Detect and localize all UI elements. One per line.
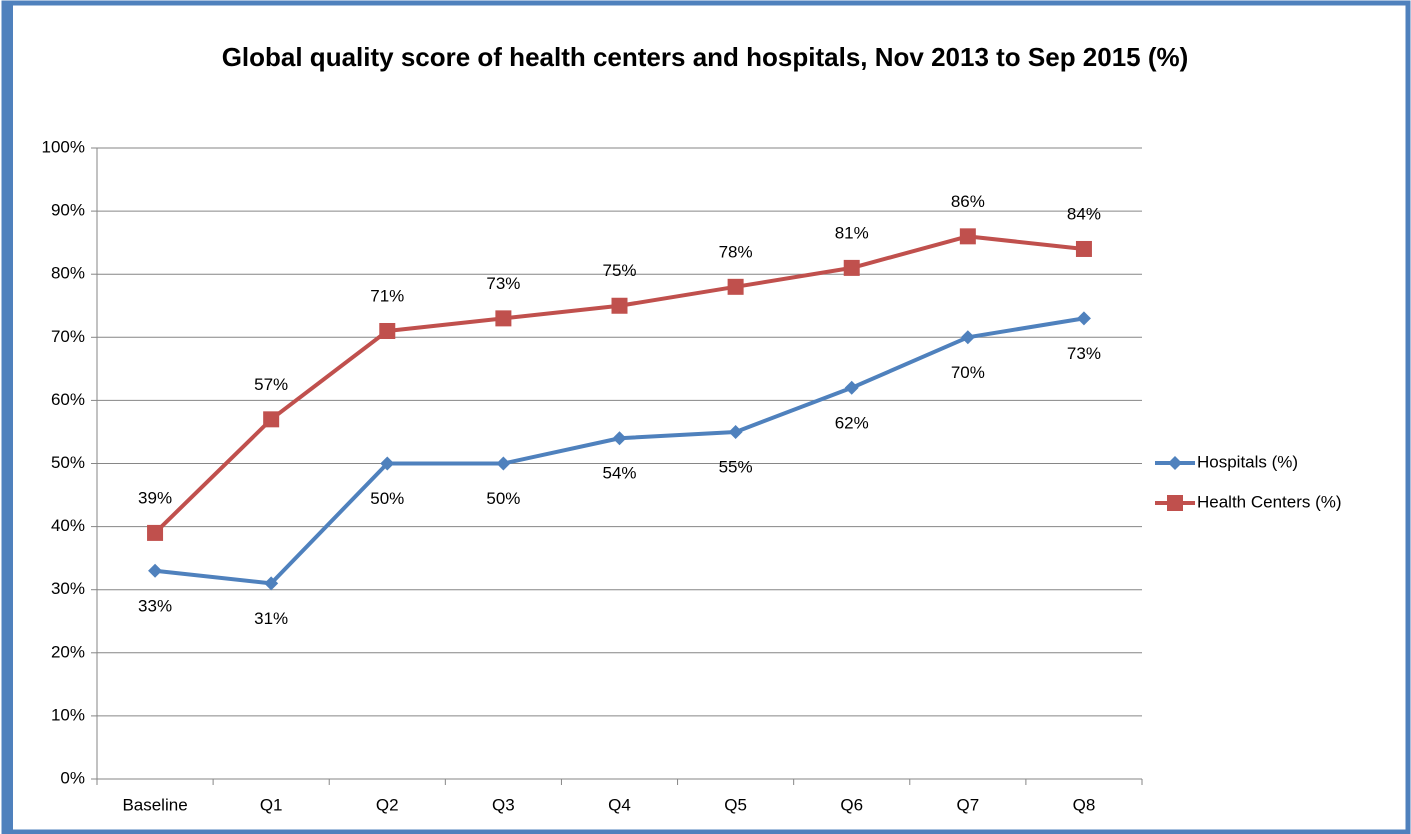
data-label: 31% [254, 609, 288, 628]
x-tick-label: Q1 [260, 795, 283, 814]
data-label: 75% [602, 261, 636, 280]
y-tick-label: 70% [51, 327, 85, 346]
y-tick-label: 0% [60, 768, 85, 787]
frame-edge [3, 3, 13, 832]
data-point [379, 322, 396, 339]
x-tick-label: Baseline [122, 795, 187, 814]
data-label: 62% [835, 413, 869, 432]
data-point [263, 411, 280, 428]
data-point [611, 297, 628, 314]
data-label: 71% [370, 286, 404, 305]
data-point [264, 576, 279, 591]
data-label: 73% [486, 274, 520, 293]
series-line [154, 316, 1085, 586]
x-tick-label: Q8 [1073, 795, 1096, 814]
chart-title: Global quality score of health centers a… [221, 42, 1189, 72]
data-label: 50% [370, 489, 404, 508]
data-label: 73% [1067, 344, 1101, 363]
data-label: 86% [951, 192, 985, 211]
data-label: 70% [951, 363, 985, 382]
y-tick-label: 60% [51, 390, 85, 409]
y-tick-label: 100% [42, 137, 85, 156]
y-tick-label: 80% [51, 264, 85, 283]
x-tick-label: Q5 [724, 795, 747, 814]
data-point [1076, 311, 1091, 326]
data-label: 39% [138, 488, 172, 507]
data-point [727, 278, 744, 295]
data-label: 81% [835, 223, 869, 242]
y-tick-label: 20% [51, 642, 85, 661]
data-point [843, 259, 860, 276]
series-line [153, 234, 1085, 535]
data-label: 84% [1067, 204, 1101, 223]
data-point [495, 310, 512, 327]
x-tick-label: Q7 [956, 795, 979, 814]
y-tick-label: 10% [51, 705, 85, 724]
data-label: 78% [719, 242, 753, 261]
data-label: 55% [719, 457, 753, 476]
data-label: 33% [138, 596, 172, 615]
data-label: 57% [254, 375, 288, 394]
data-point [1075, 240, 1092, 257]
legend-label: Health Centers (%) [1197, 492, 1342, 511]
x-tick-label: Q4 [608, 795, 631, 814]
x-tick-label: Q3 [492, 795, 515, 814]
data-point [960, 330, 975, 345]
legend-marker [1168, 456, 1182, 470]
data-point [844, 380, 859, 395]
legend-label: Hospitals (%) [1197, 452, 1298, 471]
data-label: 50% [486, 489, 520, 508]
data-point [728, 424, 743, 439]
x-tick-label: Q2 [376, 795, 399, 814]
data-point [147, 524, 164, 541]
data-point [148, 563, 163, 578]
data-point [380, 456, 395, 471]
data-point [959, 228, 976, 245]
x-tick-label: Q6 [840, 795, 863, 814]
legend-marker [1167, 495, 1183, 511]
data-point [496, 456, 511, 471]
data-point [612, 431, 627, 446]
y-tick-label: 40% [51, 516, 85, 535]
y-tick-label: 90% [51, 201, 85, 220]
data-label: 54% [602, 464, 636, 483]
y-tick-label: 50% [51, 453, 85, 472]
y-tick-label: 30% [51, 579, 85, 598]
